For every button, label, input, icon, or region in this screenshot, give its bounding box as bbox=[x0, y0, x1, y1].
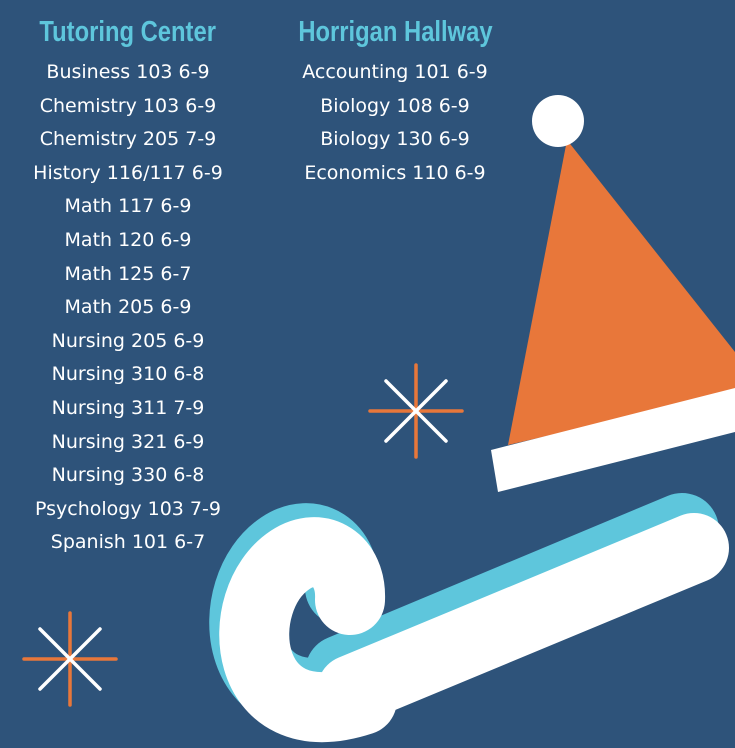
list-item: Math 117 6-9 bbox=[64, 195, 192, 218]
list-item: Biology 130 6-9 bbox=[320, 128, 470, 151]
list-item: Math 205 6-9 bbox=[64, 296, 192, 319]
horrigan-hallway-heading: Horrigan Hallway bbox=[297, 16, 493, 48]
snowflake-icon bbox=[368, 363, 464, 459]
list-item: Spanish 101 6-7 bbox=[50, 531, 206, 554]
list-item: Nursing 205 6-9 bbox=[51, 329, 205, 352]
tutoring-center-list: Business 103 6-9 Chemistry 103 6-9 Chemi… bbox=[33, 56, 223, 560]
list-item: Math 120 6-9 bbox=[64, 228, 192, 251]
horrigan-hallway-column: Horrigan Hallway Accounting 101 6-9 Biol… bbox=[290, 12, 500, 190]
tutoring-center-heading: Tutoring Center bbox=[39, 16, 217, 48]
list-item: Accounting 101 6-9 bbox=[302, 61, 488, 83]
snowflake-icon-small bbox=[22, 611, 118, 707]
list-item: Nursing 310 6-8 bbox=[51, 363, 205, 386]
list-item: Nursing 311 7-9 bbox=[51, 396, 205, 419]
candy-cane-icon bbox=[209, 493, 729, 742]
list-item: Psychology 103 7-9 bbox=[35, 497, 221, 520]
list-item: Nursing 321 6-9 bbox=[51, 430, 205, 453]
santa-hat-icon bbox=[491, 95, 735, 492]
list-item: Business 103 6-9 bbox=[46, 61, 210, 83]
list-item: Nursing 330 6-8 bbox=[51, 464, 205, 487]
list-item: Math 125 6-7 bbox=[64, 262, 192, 285]
list-item: Biology 108 6-9 bbox=[320, 94, 470, 117]
horrigan-hallway-list: Accounting 101 6-9 Biology 108 6-9 Biolo… bbox=[302, 56, 487, 190]
list-item: Chemistry 103 6-9 bbox=[39, 94, 217, 117]
list-item: Economics 110 6-9 bbox=[304, 161, 486, 184]
tutoring-center-column: Tutoring Center Business 103 6-9 Chemist… bbox=[18, 12, 238, 560]
list-item: History 116/117 6-9 bbox=[33, 161, 223, 184]
list-item: Chemistry 205 7-9 bbox=[39, 128, 217, 151]
